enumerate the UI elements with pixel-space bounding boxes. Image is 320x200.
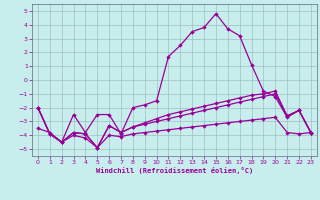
X-axis label: Windchill (Refroidissement éolien,°C): Windchill (Refroidissement éolien,°C) bbox=[96, 167, 253, 174]
